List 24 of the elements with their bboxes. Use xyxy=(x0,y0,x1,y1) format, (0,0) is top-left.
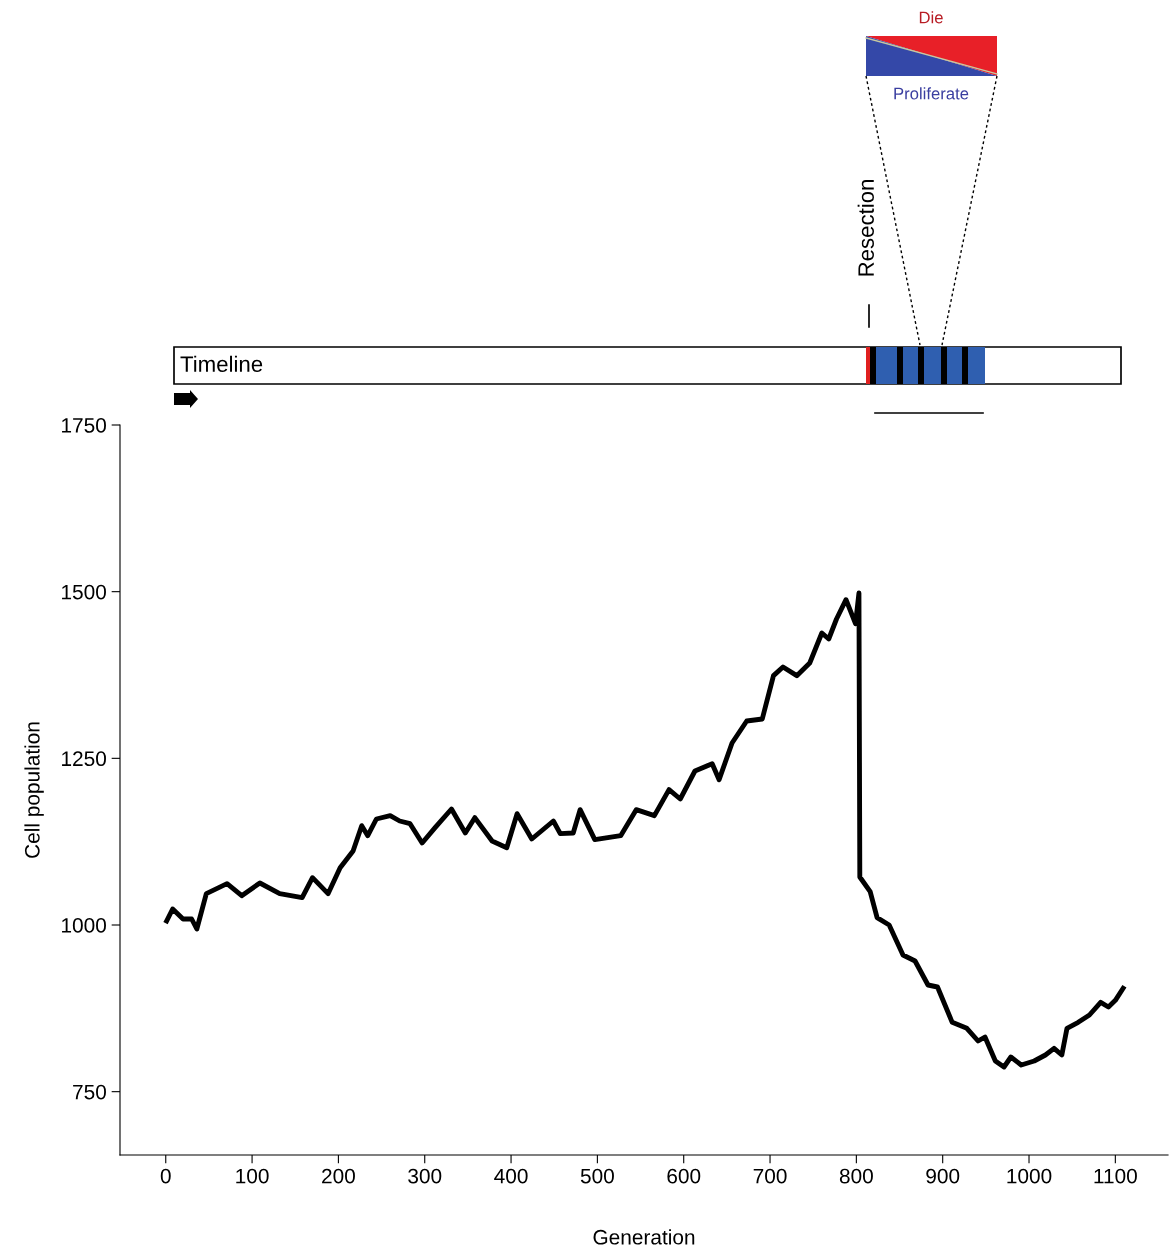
x-tick-label: 900 xyxy=(926,1168,960,1184)
x-tick-label: 100 xyxy=(236,1168,269,1184)
x-tick-label: 400 xyxy=(494,1168,528,1184)
y-tick-label: 1750 xyxy=(62,418,106,433)
x-tick-label: 300 xyxy=(408,1168,442,1184)
text: Timeline xyxy=(180,355,263,372)
x-tick-label: 600 xyxy=(667,1168,701,1184)
y-tick-label: 1000 xyxy=(62,918,106,933)
y-tick-label: 750 xyxy=(73,1084,106,1100)
x-tick-label: 1100 xyxy=(1094,1168,1137,1184)
y-axis-title: Cell population xyxy=(24,722,44,858)
y-tick-label: 1250 xyxy=(62,751,106,767)
y-tick-label: 1500 xyxy=(62,584,106,600)
x-axis-title: Generation xyxy=(593,1229,695,1245)
x-tick-label: 200 xyxy=(322,1168,355,1184)
text: Die xyxy=(919,11,943,24)
x-tick-label: 700 xyxy=(753,1168,787,1184)
text: Resection xyxy=(857,180,874,276)
line-series xyxy=(164,590,1126,1070)
x-tick-label: 800 xyxy=(839,1168,873,1184)
text: Proliferate xyxy=(894,87,969,100)
x-tick-label: 1000 xyxy=(1007,1168,1052,1184)
x-tick-label: 0 xyxy=(160,1168,171,1184)
x-tick-label: 500 xyxy=(580,1168,614,1184)
